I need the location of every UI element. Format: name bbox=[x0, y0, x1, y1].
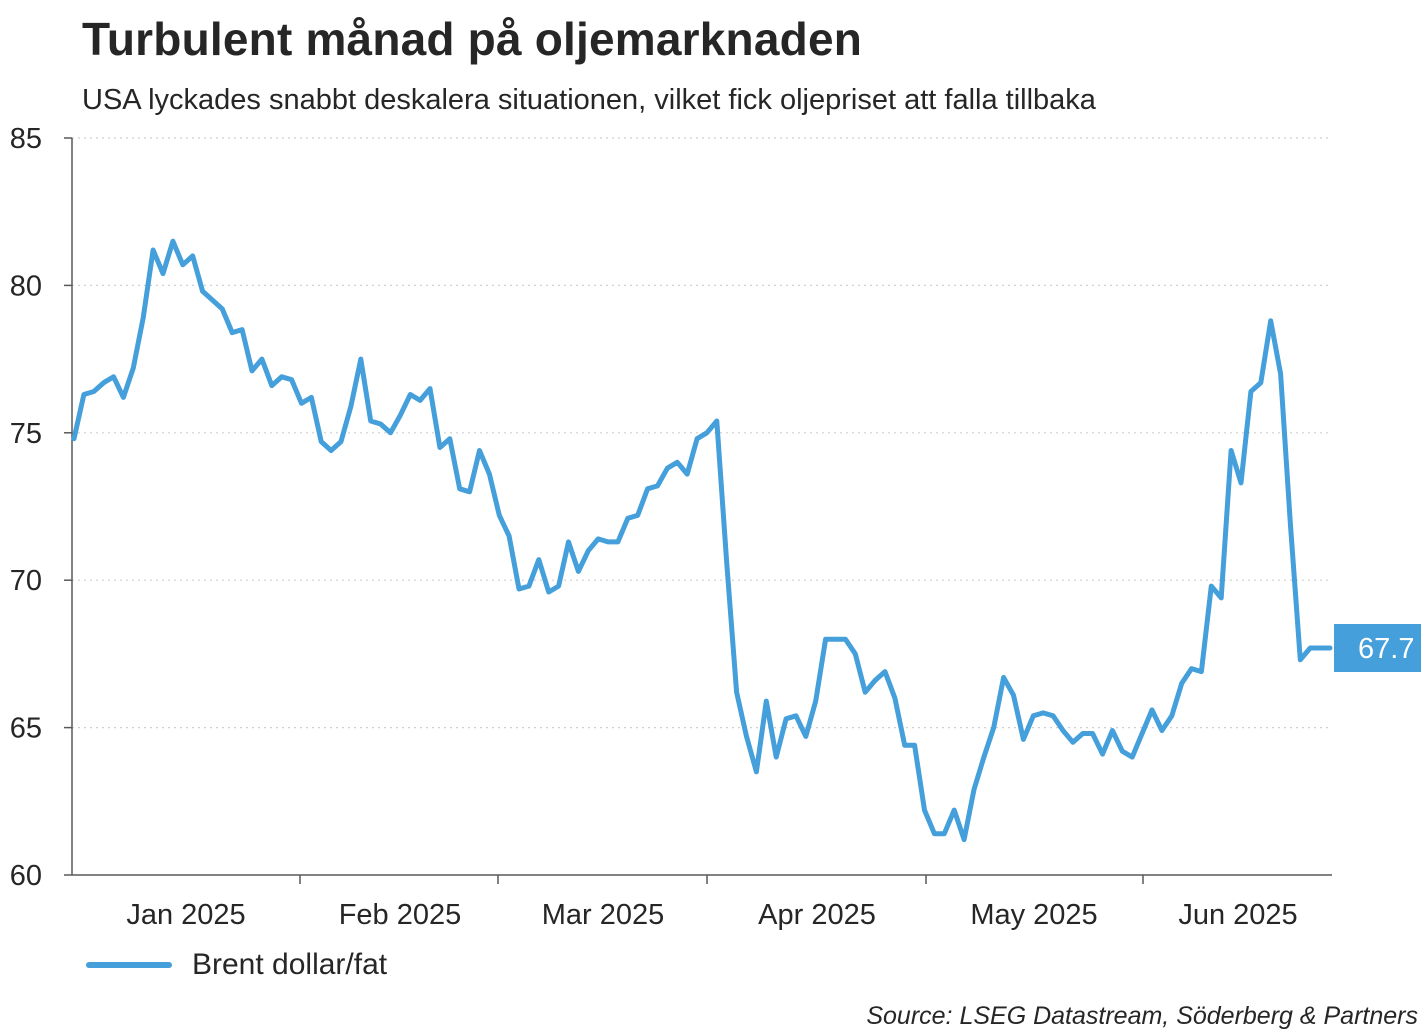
series-layer bbox=[71, 238, 1333, 843]
x-tick-label-3: Apr 2025 bbox=[758, 899, 876, 931]
x-tick-label-0: Jan 2025 bbox=[126, 899, 245, 931]
y-tick-label-60: 60 bbox=[10, 860, 42, 892]
x-tick-label-1: Feb 2025 bbox=[339, 899, 462, 931]
tick-labels: 60 65 70 75 80 85 Jan 2025 Feb 2025 Mar 2025 Apr … bbox=[10, 123, 1298, 931]
end-label-box bbox=[1334, 624, 1421, 673]
end-label-value: 67.7 bbox=[1358, 633, 1414, 665]
x-tick-label-2: Mar 2025 bbox=[542, 899, 665, 931]
y-tick-label-85: 85 bbox=[10, 123, 42, 155]
legend-swatch-brent bbox=[86, 962, 172, 968]
gridlines bbox=[72, 137, 1332, 729]
x-tick-label-5: Jun 2025 bbox=[1178, 899, 1297, 931]
chart-title: Turbulent månad på oljemarknaden bbox=[82, 13, 863, 65]
y-tick-label-65: 65 bbox=[10, 713, 42, 745]
source-note: Source: LSEG Datastream, Söderberg & Par… bbox=[866, 1002, 1418, 1030]
series-line-brent bbox=[71, 238, 1333, 843]
legend: Brent dollar/fat bbox=[86, 948, 387, 982]
legend-label-brent: Brent dollar/fat bbox=[192, 948, 388, 981]
chart-subtitle: USA lyckades snabbt deskalera situatione… bbox=[82, 84, 1096, 116]
axes bbox=[64, 137, 1332, 884]
y-tick-label-70: 70 bbox=[10, 565, 42, 597]
y-tick-label-80: 80 bbox=[10, 270, 42, 302]
end-value-label: 67.7 bbox=[1334, 624, 1421, 673]
y-tick-label-75: 75 bbox=[10, 418, 42, 450]
x-tick-label-4: May 2025 bbox=[970, 899, 1097, 931]
